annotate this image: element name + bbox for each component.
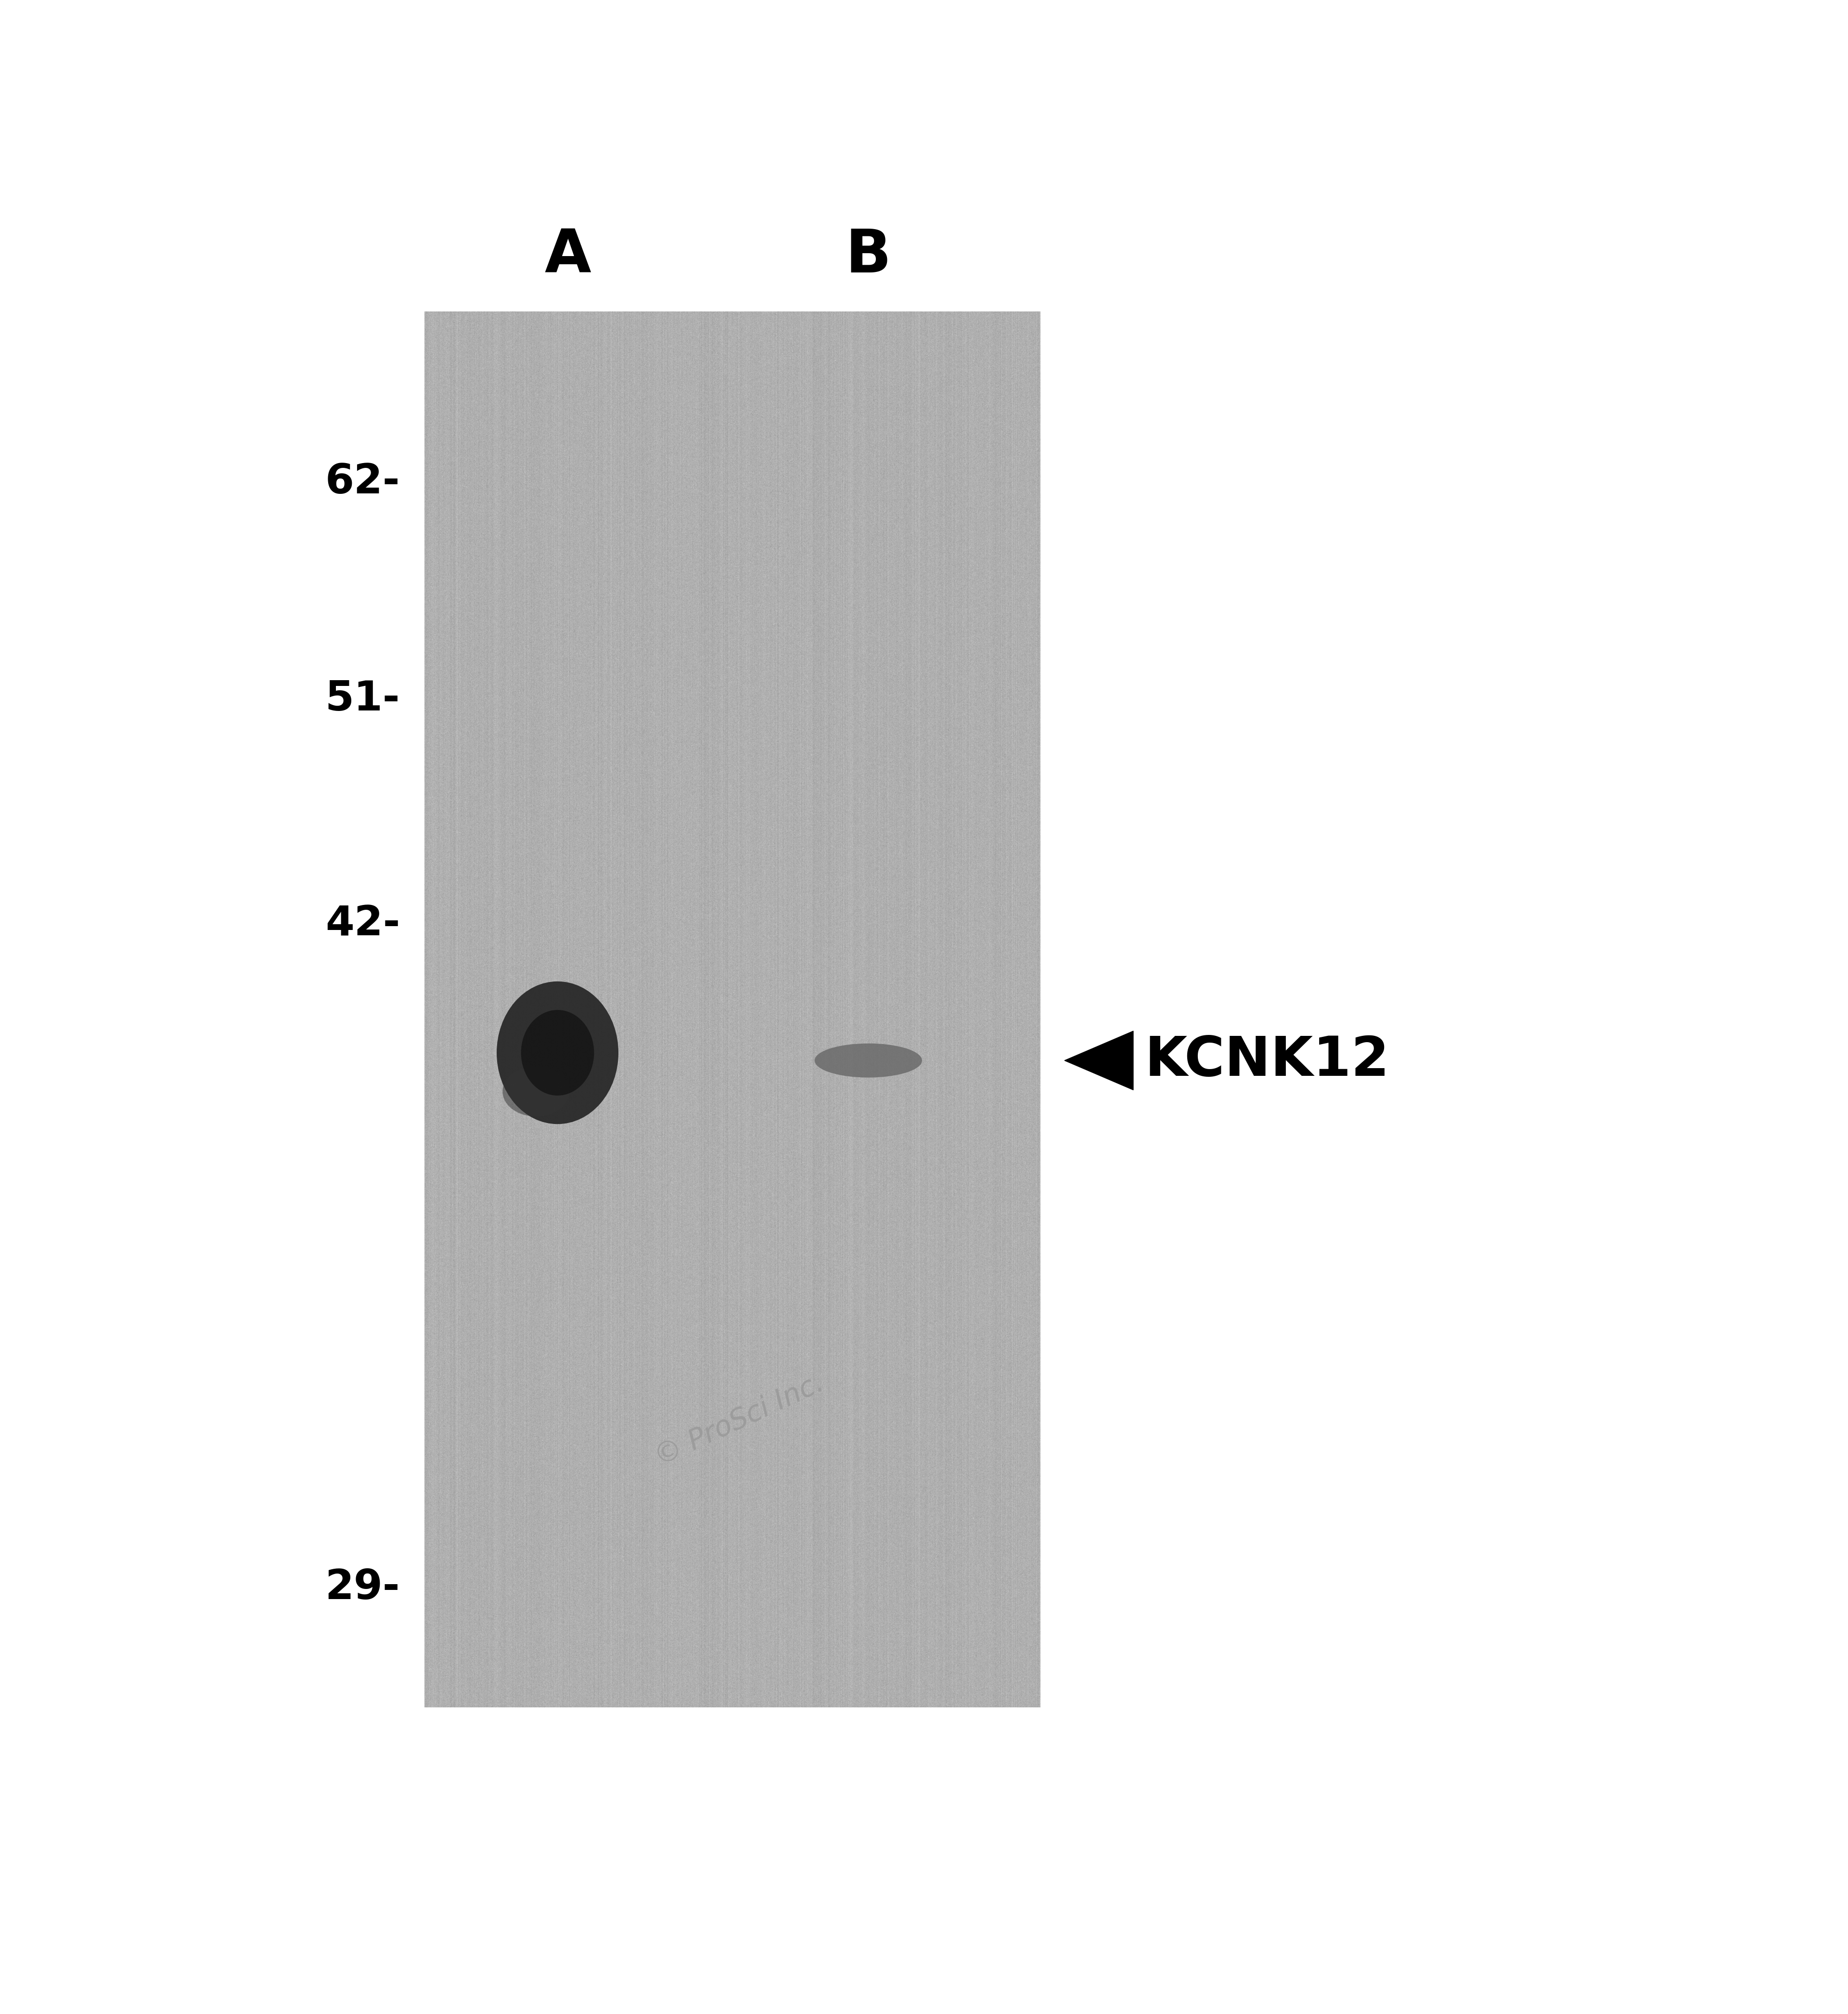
Text: 29-: 29- — [325, 1567, 399, 1607]
Text: 51-: 51- — [325, 679, 399, 719]
Text: KCNK12: KCNK12 — [1144, 1033, 1390, 1088]
Text: © ProSci Inc.: © ProSci Inc. — [650, 1370, 828, 1472]
Text: A: A — [545, 228, 591, 286]
Ellipse shape — [503, 1067, 569, 1116]
Ellipse shape — [497, 981, 619, 1124]
Text: 42-: 42- — [325, 904, 399, 945]
Ellipse shape — [521, 1009, 593, 1096]
Text: B: B — [845, 228, 891, 286]
Text: 62-: 62- — [325, 461, 399, 501]
Ellipse shape — [815, 1043, 922, 1077]
Polygon shape — [1064, 1031, 1133, 1090]
